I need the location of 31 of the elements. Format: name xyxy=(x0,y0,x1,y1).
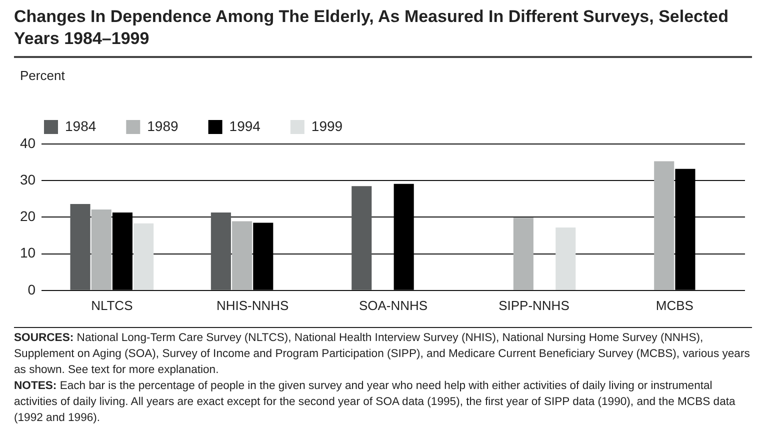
legend-label: 1999 xyxy=(311,118,343,134)
bar xyxy=(556,227,576,290)
bar xyxy=(112,212,132,290)
chart-title: Changes In Dependence Among The Elderly, As Measured In Different Surveys, Selected Years 1984–1999 xyxy=(14,6,730,50)
y-tick-label: 0 xyxy=(28,281,36,298)
text: NOTES: Each bar is the percentage of people in the given survey and year who need help with either activities of daily living or instrumental activities of daily living. All years are exact except for the second year of SOA data (1995), the first year of SIPP data (1990), and the MCBS data (1992 and 1996). xyxy=(14,379,736,426)
bar xyxy=(394,184,414,290)
bar xyxy=(91,210,112,290)
x-tick-label: SIPP-NNHS xyxy=(498,298,570,313)
source-note: SOURCES: National Long-Term Care Survey (NLTCS), National Health Interview Survey (NHIS), National Nursing Home Survey (NNHS), Supplement on Aging (SOA), Survey of Income and Program Participation (SIPP), and Medicare Current Beneficiary Survey (MCBS), various years as shown. See text for more explanation. xyxy=(14,331,751,378)
bar xyxy=(210,212,231,290)
x-tick-label: NHIS-NNHS xyxy=(216,298,290,313)
bar xyxy=(232,221,252,290)
legend-label: 1989 xyxy=(147,118,179,134)
bar xyxy=(513,218,534,290)
bar xyxy=(70,204,90,290)
y-tick-label: 10 xyxy=(20,244,36,261)
x-tick-label: MCBS xyxy=(656,298,694,313)
legend-label: 1994 xyxy=(229,118,261,134)
bar xyxy=(253,222,274,290)
x-tick-label: NLTCS xyxy=(91,298,134,313)
x-tick-label: SOA-NNHS xyxy=(358,298,428,313)
legend-label: 1984 xyxy=(65,118,96,134)
bar xyxy=(352,186,372,290)
y-tick-label: 40 xyxy=(20,134,36,151)
bar xyxy=(134,223,154,290)
y-tick-label: 30 xyxy=(20,171,36,188)
bar xyxy=(654,161,674,290)
y-tick-label: 20 xyxy=(20,208,36,224)
bar xyxy=(675,168,696,290)
y-axis-title: Percent xyxy=(20,68,65,83)
